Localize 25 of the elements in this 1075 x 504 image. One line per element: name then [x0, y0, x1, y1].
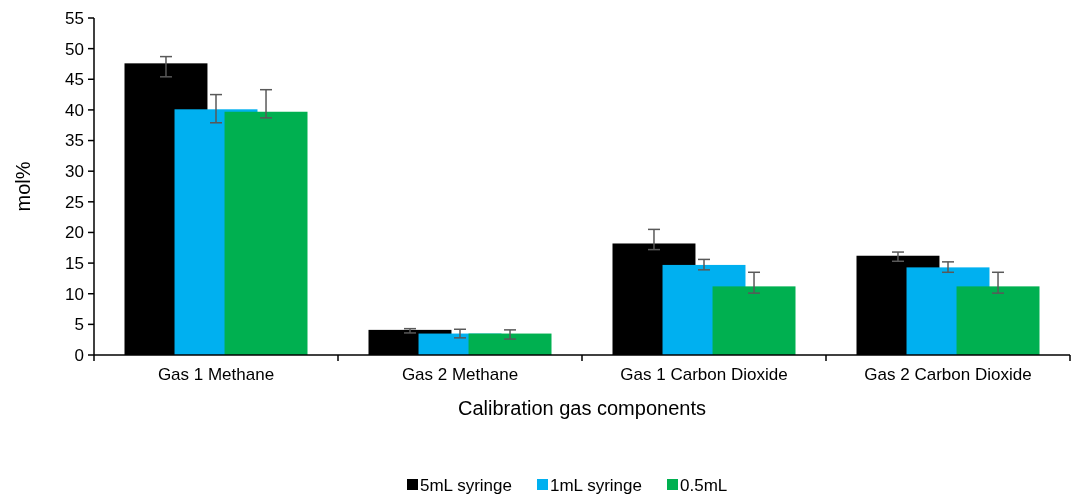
- y-tick-label: 5: [74, 315, 84, 335]
- bar: [712, 286, 796, 355]
- y-tick-label: 45: [65, 70, 84, 90]
- x-tick-label: Gas 2 Carbon Dioxide: [864, 365, 1032, 384]
- legend-label: 0.5mL: [680, 475, 728, 495]
- y-tick-label: 50: [65, 39, 84, 59]
- bar: [468, 333, 552, 355]
- legend-label: 5mL syringe: [420, 475, 512, 495]
- y-tick-label: 15: [65, 254, 84, 274]
- y-tick-label: 55: [65, 8, 84, 28]
- y-tick-label: 35: [65, 131, 84, 151]
- bar: [224, 111, 308, 355]
- y-axis-title: mol%: [12, 161, 34, 212]
- y-tick-label: 20: [65, 223, 84, 243]
- y-tick-label: 40: [65, 100, 84, 120]
- y-tick-label: 0: [74, 345, 84, 365]
- x-axis-title: Calibration gas components: [458, 397, 706, 419]
- y-tick-label: 25: [65, 192, 84, 212]
- y-tick-label: 10: [65, 284, 84, 304]
- legend-label: 1mL syringe: [550, 475, 642, 495]
- x-tick-label: Gas 2 Methane: [401, 365, 519, 384]
- bar: [956, 286, 1040, 355]
- y-tick-label: 30: [65, 162, 84, 182]
- x-tick-label: Gas 1 Carbon Dioxide: [620, 365, 788, 384]
- x-tick-label: Gas 1 Methane: [157, 365, 275, 384]
